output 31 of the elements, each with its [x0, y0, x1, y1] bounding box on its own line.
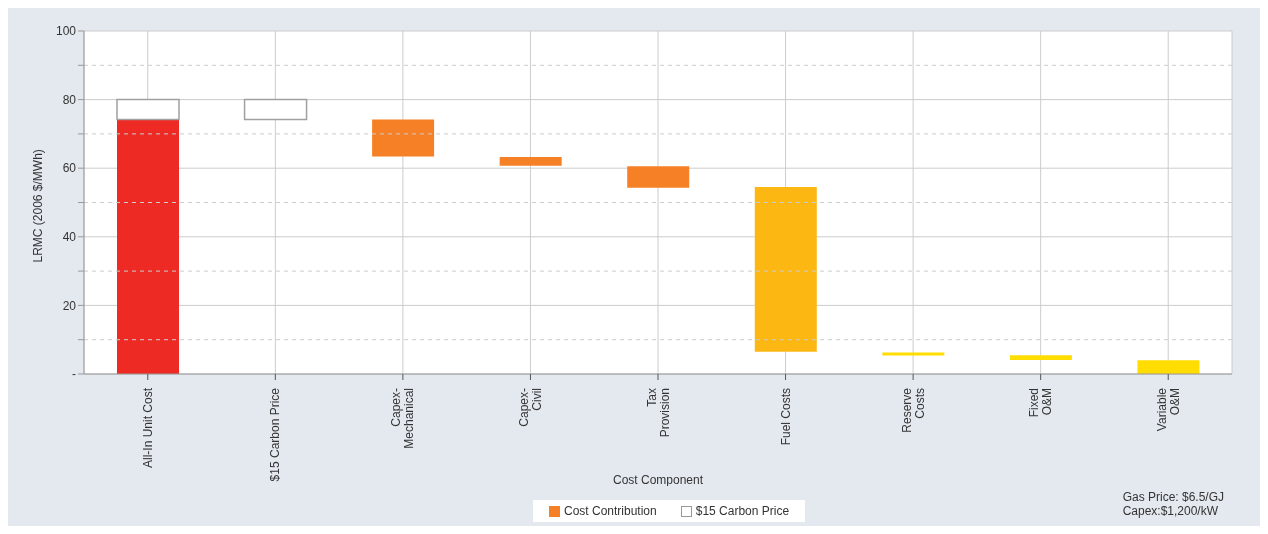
x-tick-label: Capex- Civil: [516, 388, 544, 427]
y-tick-label: -: [72, 367, 76, 382]
y-tick-label: 20: [62, 298, 77, 313]
x-tick-label: Fuel Costs: [778, 388, 793, 446]
bar: [1137, 360, 1200, 374]
x-tick-label: Tax Provision: [644, 388, 672, 438]
bar: [116, 98, 180, 121]
x-tick-label: Variable O&M: [1154, 387, 1182, 432]
bar: [372, 119, 435, 157]
text: Gas Price: $6.5/GJ: [1122, 490, 1224, 504]
bar: [882, 352, 945, 356]
x-axis-title: Cost Component: [612, 473, 704, 487]
bar: [754, 187, 817, 352]
x-tick-label: Reserve Costs: [899, 387, 927, 433]
legend-label: Cost Contribution: [563, 504, 657, 518]
y-tick-label: 100: [55, 24, 77, 39]
bar: [117, 119, 179, 374]
x-tick-label: All-In Unit Cost: [140, 387, 155, 469]
y-tick-label: 80: [62, 92, 77, 107]
y-tick-label: 60: [62, 161, 77, 176]
x-tick-label: Fixed O&M: [1027, 388, 1055, 418]
bar: [499, 156, 562, 166]
bar: [1009, 355, 1072, 360]
y-axis-title: LRMC (2006 $/MWh): [31, 149, 46, 263]
bar: [627, 166, 690, 188]
text: Capex:$1,200/kW: [1122, 504, 1219, 518]
y-tick-label: 40: [62, 230, 77, 245]
x-tick-label: $15 Carbon Price: [268, 387, 283, 482]
x-tick-label: Capex- Mechanical: [389, 388, 417, 449]
bar: [243, 98, 308, 121]
legend-label: $15 Carbon Price: [694, 504, 790, 518]
